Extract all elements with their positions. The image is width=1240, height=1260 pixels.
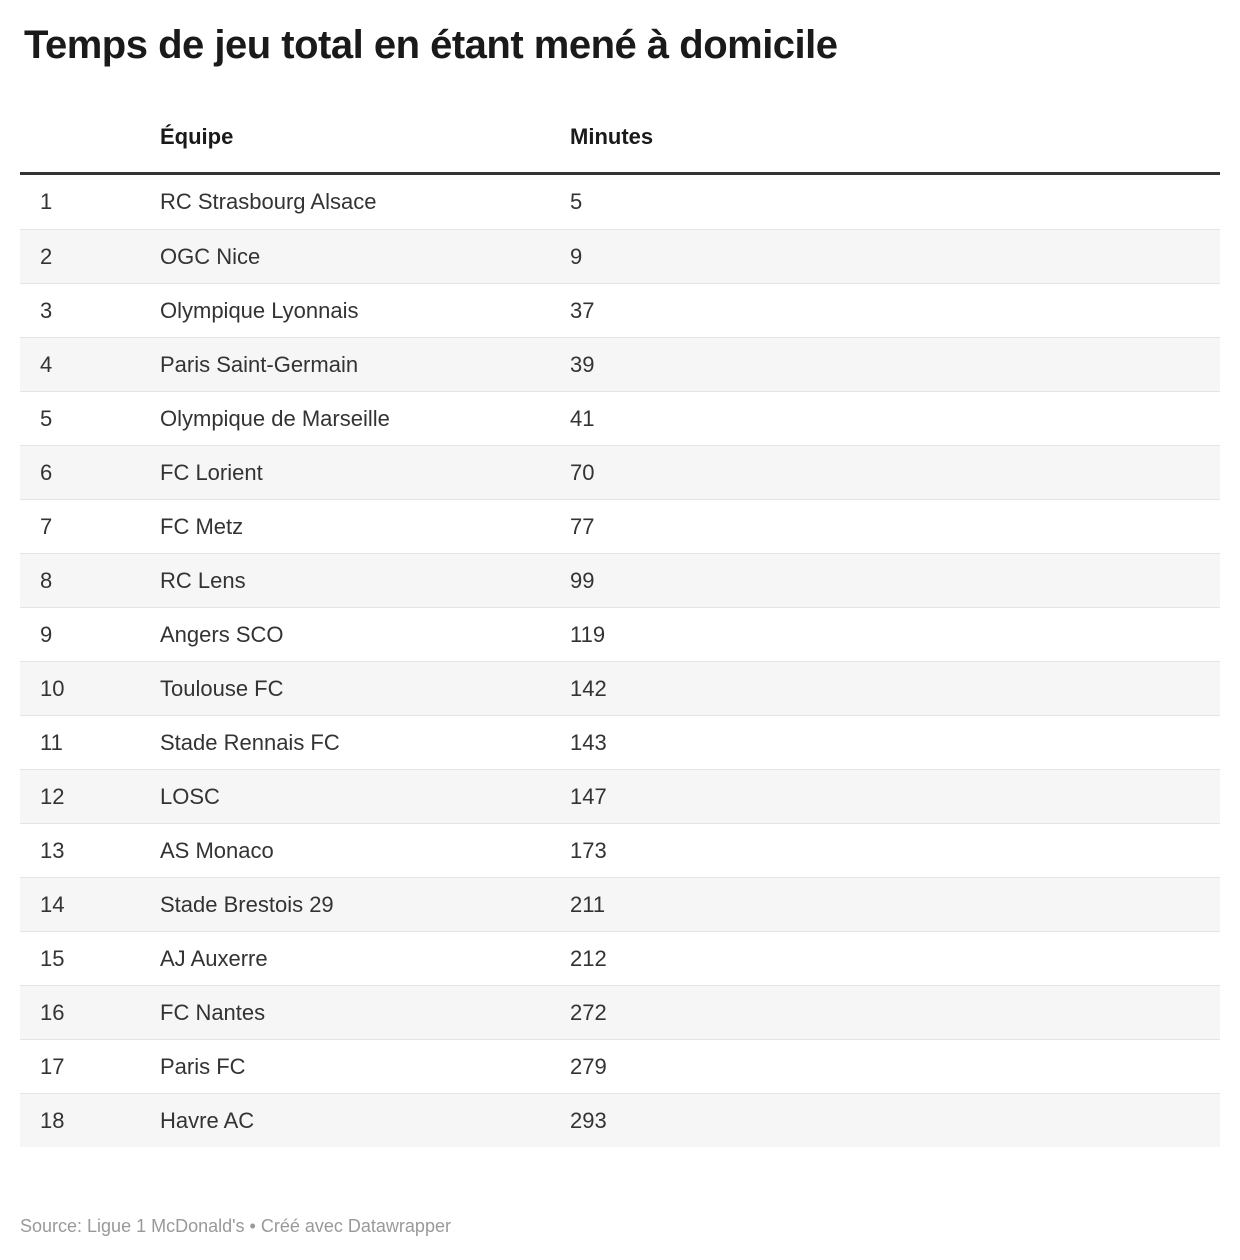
- rank-cell: 13: [40, 837, 65, 863]
- team-cell: Paris FC: [160, 1053, 246, 1079]
- rank-cell: 15: [40, 945, 65, 971]
- table-row: 8 RC Lens 99: [20, 553, 1220, 607]
- rank-cell: 5: [40, 405, 53, 431]
- table-row: 14 Stade Brestois 29 211: [20, 877, 1220, 931]
- table-row: 7 FC Metz 77: [20, 499, 1220, 553]
- minutes-cell: 37: [570, 297, 595, 323]
- team-cell: Paris Saint-Germain: [160, 351, 359, 377]
- team-cell: Olympique de Marseille: [160, 405, 390, 431]
- team-cell: Stade Brestois 29: [160, 891, 334, 917]
- minutes-cell: 77: [570, 513, 595, 539]
- rank-cell: 2: [40, 243, 53, 269]
- rank-cell: 12: [40, 783, 65, 809]
- team-cell: Toulouse FC: [160, 675, 284, 701]
- rank-cell: 16: [40, 999, 65, 1025]
- table-header-row: Équipe Minutes: [20, 124, 1220, 175]
- minutes-cell: 119: [570, 621, 606, 647]
- minutes-cell: 142: [570, 675, 607, 701]
- table-row: 3 Olympique Lyonnais 37: [20, 283, 1220, 337]
- page-title: Temps de jeu total en étant mené à domic…: [24, 23, 838, 67]
- minutes-cell: 272: [570, 999, 607, 1025]
- minutes-cell: 147: [570, 783, 607, 809]
- table-row: 12 LOSC 147: [20, 769, 1220, 823]
- table-row: 9 Angers SCO 119: [20, 607, 1220, 661]
- minutes-cell: 211: [570, 891, 606, 917]
- team-cell: OGC Nice: [160, 243, 261, 269]
- rank-cell: 4: [40, 351, 53, 377]
- rank-cell: 10: [40, 675, 65, 701]
- table-row: 10 Toulouse FC 142: [20, 661, 1220, 715]
- rank-cell: 14: [40, 891, 65, 917]
- table-row: 6 FC Lorient 70: [20, 445, 1220, 499]
- rank-cell: 9: [40, 621, 53, 647]
- table-row: 13 AS Monaco 173: [20, 823, 1220, 877]
- minutes-cell: 5: [570, 189, 583, 214]
- table-row: 17 Paris FC 279: [20, 1039, 1220, 1093]
- minutes-cell: 279: [570, 1053, 607, 1079]
- minutes-cell: 173: [570, 837, 607, 863]
- table-row: 11 Stade Rennais FC 143: [20, 715, 1220, 769]
- rank-cell: 17: [40, 1053, 65, 1079]
- minutes-cell: 9: [570, 243, 583, 269]
- team-cell: Havre AC: [160, 1107, 255, 1133]
- team-cell: FC Metz: [160, 513, 244, 539]
- team-cell: AS Monaco: [160, 837, 274, 863]
- header-minutes: Minutes: [570, 124, 654, 149]
- team-cell: RC Lens: [160, 567, 246, 593]
- table-row: 5 Olympique de Marseille 41: [20, 391, 1220, 445]
- rank-cell: 1: [40, 189, 53, 214]
- team-cell: FC Nantes: [160, 999, 266, 1025]
- minutes-cell: 143: [570, 729, 607, 755]
- team-cell: FC Lorient: [160, 459, 263, 485]
- minutes-cell: 293: [570, 1107, 607, 1133]
- team-cell: AJ Auxerre: [160, 945, 268, 971]
- team-cell: LOSC: [160, 783, 220, 809]
- source-attribution: Source: Ligue 1 McDonald's • Créé avec D…: [20, 1216, 451, 1236]
- rank-cell: 6: [40, 459, 53, 485]
- rank-cell: 7: [40, 513, 53, 539]
- team-cell: Olympique Lyonnais: [160, 297, 359, 323]
- minutes-cell: 39: [570, 351, 595, 377]
- rank-cell: 8: [40, 567, 53, 593]
- team-cell: Stade Rennais FC: [160, 729, 340, 755]
- team-cell: RC Strasbourg Alsace: [160, 189, 377, 214]
- table-row: 16 FC Nantes 272: [20, 985, 1220, 1039]
- rank-cell: 11: [40, 729, 63, 755]
- table-row: 18 Havre AC 293: [20, 1093, 1220, 1147]
- table-row: 2 OGC Nice 9: [20, 229, 1220, 283]
- team-cell: Angers SCO: [160, 621, 284, 647]
- rank-cell: 18: [40, 1107, 65, 1133]
- table-row: 4 Paris Saint-Germain 39: [20, 337, 1220, 391]
- minutes-cell: 70: [570, 459, 595, 485]
- table-body: 1 RC Strasbourg Alsace 5 2 OGC Nice 9 3 Olympiq…: [20, 175, 1220, 1147]
- minutes-cell: 99: [570, 567, 595, 593]
- rank-cell: 3: [40, 297, 53, 323]
- minutes-cell: 212: [570, 945, 607, 971]
- table-row: 1 RC Strasbourg Alsace 5: [20, 175, 1220, 229]
- minutes-table: Équipe Minutes 1 RC Strasbourg Alsace 5 2 OG…: [20, 124, 1220, 1147]
- table-row: 15 AJ Auxerre 212: [20, 931, 1220, 985]
- minutes-cell: 41: [570, 405, 595, 431]
- header-equipe: Équipe: [160, 124, 234, 149]
